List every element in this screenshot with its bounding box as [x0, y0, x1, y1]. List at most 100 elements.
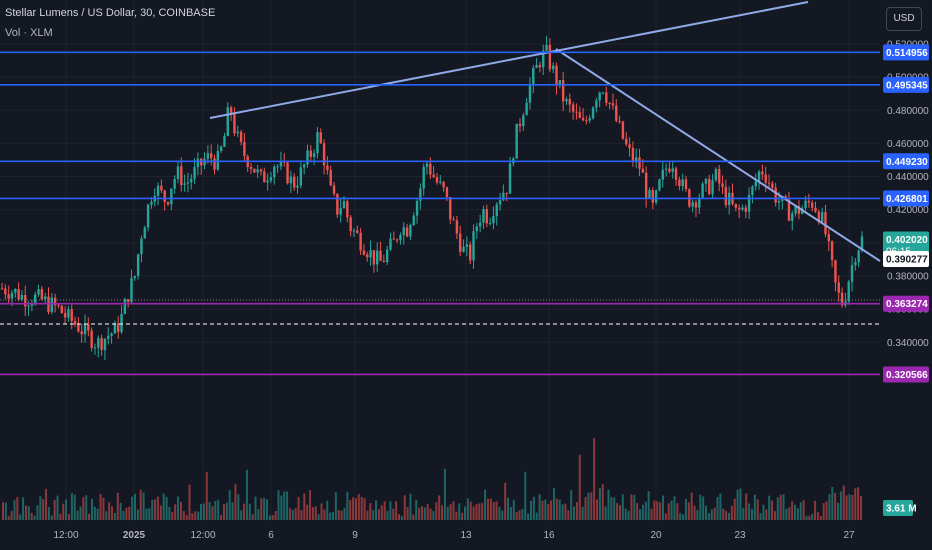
volume-bar — [42, 499, 45, 520]
volume-bar — [136, 509, 139, 520]
horizontal-levels[interactable] — [0, 51, 880, 376]
time-tick-label: 6 — [268, 530, 274, 541]
volume-bar — [277, 490, 280, 520]
currency-button[interactable]: USD — [886, 7, 922, 31]
volume-bar — [334, 492, 337, 520]
volume-bar — [446, 506, 449, 520]
level-badge-bg — [883, 295, 929, 312]
candlestick-series — [0, 36, 864, 360]
volume-bar — [79, 506, 82, 520]
candle-body — [316, 132, 319, 154]
volume-bar — [762, 504, 765, 520]
volume-bar — [512, 499, 515, 520]
volume-bar — [773, 511, 776, 520]
candle-body — [435, 177, 439, 183]
candle-body — [525, 102, 528, 116]
candle-body — [259, 169, 263, 172]
level-badge: 0.363274 — [886, 299, 928, 310]
candle-body — [229, 107, 233, 115]
volume-bar — [182, 511, 185, 520]
volume-bar — [472, 506, 475, 520]
volume-bar — [145, 508, 148, 520]
volume-bar — [837, 502, 840, 520]
volume-bar — [811, 513, 814, 520]
volume-bar — [768, 495, 771, 520]
volume-bar — [627, 510, 630, 520]
candle-body — [349, 217, 352, 232]
volume-bar — [352, 497, 355, 520]
volume-bar — [2, 502, 4, 520]
volume-bar — [392, 508, 395, 520]
volume-bar — [360, 496, 363, 520]
volume-bar — [544, 499, 547, 520]
candle-body — [651, 190, 655, 203]
candle-body — [857, 250, 860, 263]
candle-body — [684, 179, 688, 190]
volume-bar — [70, 493, 73, 520]
volume-bar — [808, 515, 811, 520]
volume-bar — [177, 496, 180, 520]
volume-bar — [475, 504, 478, 520]
volume-bar — [142, 492, 145, 520]
trend-lines[interactable] — [209, 1, 881, 262]
level-badge-bg — [883, 76, 929, 93]
candle-body — [329, 170, 332, 186]
volume-bar — [610, 497, 613, 520]
volume-bar — [736, 489, 739, 520]
candle-body — [372, 250, 376, 265]
volume-bar — [36, 505, 39, 520]
time-tick-label: 16 — [543, 530, 555, 541]
candle-body — [100, 338, 103, 350]
volume-bar — [750, 508, 753, 520]
volume-bar — [340, 510, 343, 520]
candle-body — [671, 168, 674, 172]
volume-bar — [771, 500, 774, 520]
candle-body — [654, 190, 658, 203]
volume-bar — [268, 515, 271, 520]
candle-body — [379, 250, 382, 261]
volume-bar — [188, 484, 191, 520]
candle-body — [455, 220, 459, 234]
volume-bar — [30, 512, 33, 520]
candle-body — [478, 222, 482, 227]
candle-body — [538, 64, 542, 68]
volume-bar — [530, 500, 532, 520]
volume-bar — [653, 500, 656, 520]
candle-body — [625, 138, 628, 145]
candle-body — [595, 100, 598, 108]
time-axis[interactable]: 12:00 2025 12:00 6 9 13 16 20 23 27 — [53, 530, 855, 541]
candle-body — [302, 164, 306, 168]
volume-bar — [432, 510, 435, 520]
volume-bar — [214, 500, 217, 520]
volume-bar — [174, 504, 177, 520]
candle-body — [146, 204, 150, 228]
candle-body — [226, 107, 229, 136]
volume-bar — [76, 510, 79, 520]
candle-body — [508, 163, 512, 194]
volume-bar — [39, 496, 42, 520]
candle-body — [186, 182, 190, 184]
candle-body — [67, 309, 70, 318]
candle-body — [17, 289, 20, 300]
candle-body — [591, 107, 595, 119]
candle-body — [183, 183, 186, 185]
candle-body — [269, 177, 273, 181]
volume-bar — [377, 509, 380, 520]
candle-body — [718, 169, 721, 184]
candle-body — [369, 250, 372, 258]
volume-bar — [191, 513, 194, 520]
candle-body — [322, 143, 326, 166]
candle-body — [90, 330, 93, 348]
volume-bar — [584, 497, 587, 520]
volume-bar — [300, 510, 303, 520]
volume-readout-bg — [883, 500, 913, 516]
candle-body — [326, 165, 329, 171]
candle-body — [0, 288, 4, 290]
volume-bar — [535, 512, 538, 520]
volume-bar — [27, 506, 30, 520]
candle-body — [824, 212, 827, 235]
candle-body — [382, 260, 386, 263]
candle-body — [170, 188, 173, 205]
volume-bar — [228, 490, 231, 520]
